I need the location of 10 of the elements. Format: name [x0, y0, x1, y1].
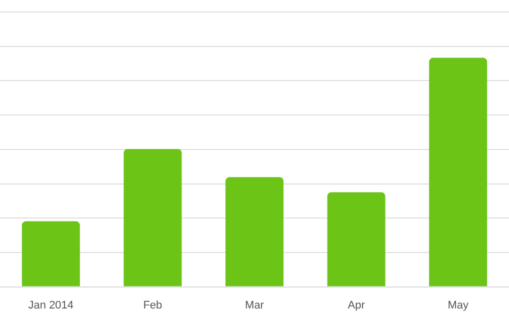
bar [429, 58, 488, 286]
bar [327, 192, 386, 286]
bar [225, 177, 284, 286]
x-tick-label: Apr [348, 299, 366, 312]
bar [22, 221, 80, 286]
x-tick-label: May [448, 299, 469, 312]
x-tick-label: Feb [143, 299, 162, 312]
x-tick-label: Mar [245, 299, 264, 312]
x-tick-label: Jan 2014 [28, 299, 74, 312]
bar [124, 148, 182, 286]
